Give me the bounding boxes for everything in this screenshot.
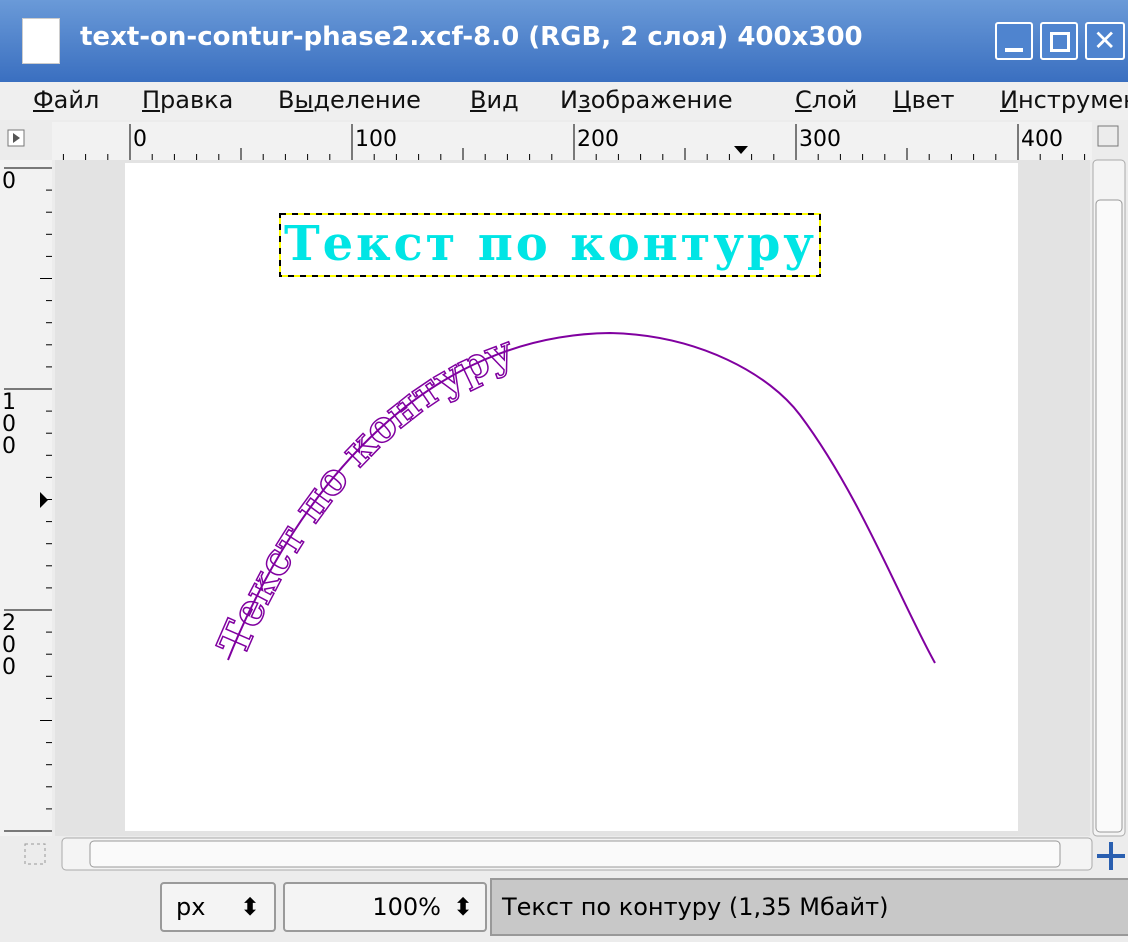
menu-bar: Файл Правка Выделение Вид Изображение Сл… xyxy=(0,82,1128,121)
ruler-label: 100 xyxy=(355,127,397,152)
title-bar: text-on-contur-phase2.xcf-8.0 (RGB, 2 сл… xyxy=(0,0,1128,82)
menu-item[interactable]: Вид xyxy=(470,86,519,114)
minimize-button[interactable] xyxy=(995,22,1033,60)
status-message: Текст по контуру (1,35 Мбайт) xyxy=(490,878,1128,936)
horizontal-scroll-thumb[interactable] xyxy=(89,840,1061,868)
menu-item[interactable]: Слой xyxy=(795,86,858,114)
ruler-label: 200 xyxy=(577,127,619,152)
navigate-button[interactable] xyxy=(24,843,46,865)
status-bar: px ⬍ 100% ⬍ Текст по контуру (1,35 Мбайт) xyxy=(0,872,1128,942)
close-button[interactable]: ✕ xyxy=(1085,22,1125,60)
menu-arrow xyxy=(13,133,20,143)
pointer-marker-h xyxy=(734,146,748,154)
menu-item[interactable]: Инструменты xyxy=(1000,86,1128,114)
image-canvas xyxy=(125,163,1018,831)
menu-item[interactable]: Выделение xyxy=(278,86,421,114)
layer-boundary-dash xyxy=(279,213,821,277)
window-icon xyxy=(22,18,60,64)
zoom-label: 100% xyxy=(372,893,441,921)
ruler-label: 400 xyxy=(1021,127,1063,152)
vertical-scroll-thumb[interactable] xyxy=(1095,199,1123,833)
ruler-label: 300 xyxy=(799,127,841,152)
unit-label: px xyxy=(176,893,206,921)
unit-combo[interactable]: px ⬍ xyxy=(160,882,276,932)
zoom-combo[interactable]: 100% ⬍ xyxy=(283,882,487,932)
path-curve xyxy=(227,331,936,664)
menu-item[interactable]: Файл xyxy=(33,86,100,114)
zoom-button[interactable] xyxy=(1097,125,1119,147)
window-title: text-on-contur-phase2.xcf-8.0 (RGB, 2 сл… xyxy=(80,22,863,52)
menu-item[interactable]: Правка xyxy=(142,86,234,114)
horizontal-ruler xyxy=(52,122,1092,160)
maximize-button[interactable] xyxy=(1040,22,1078,60)
menu-item[interactable]: Изображение xyxy=(560,86,733,114)
ruler-label: 0 xyxy=(2,169,16,194)
navigation-icon[interactable] xyxy=(1097,842,1125,870)
menu-item[interactable]: Цвет xyxy=(893,86,955,114)
ruler-label: 0 xyxy=(133,127,147,152)
